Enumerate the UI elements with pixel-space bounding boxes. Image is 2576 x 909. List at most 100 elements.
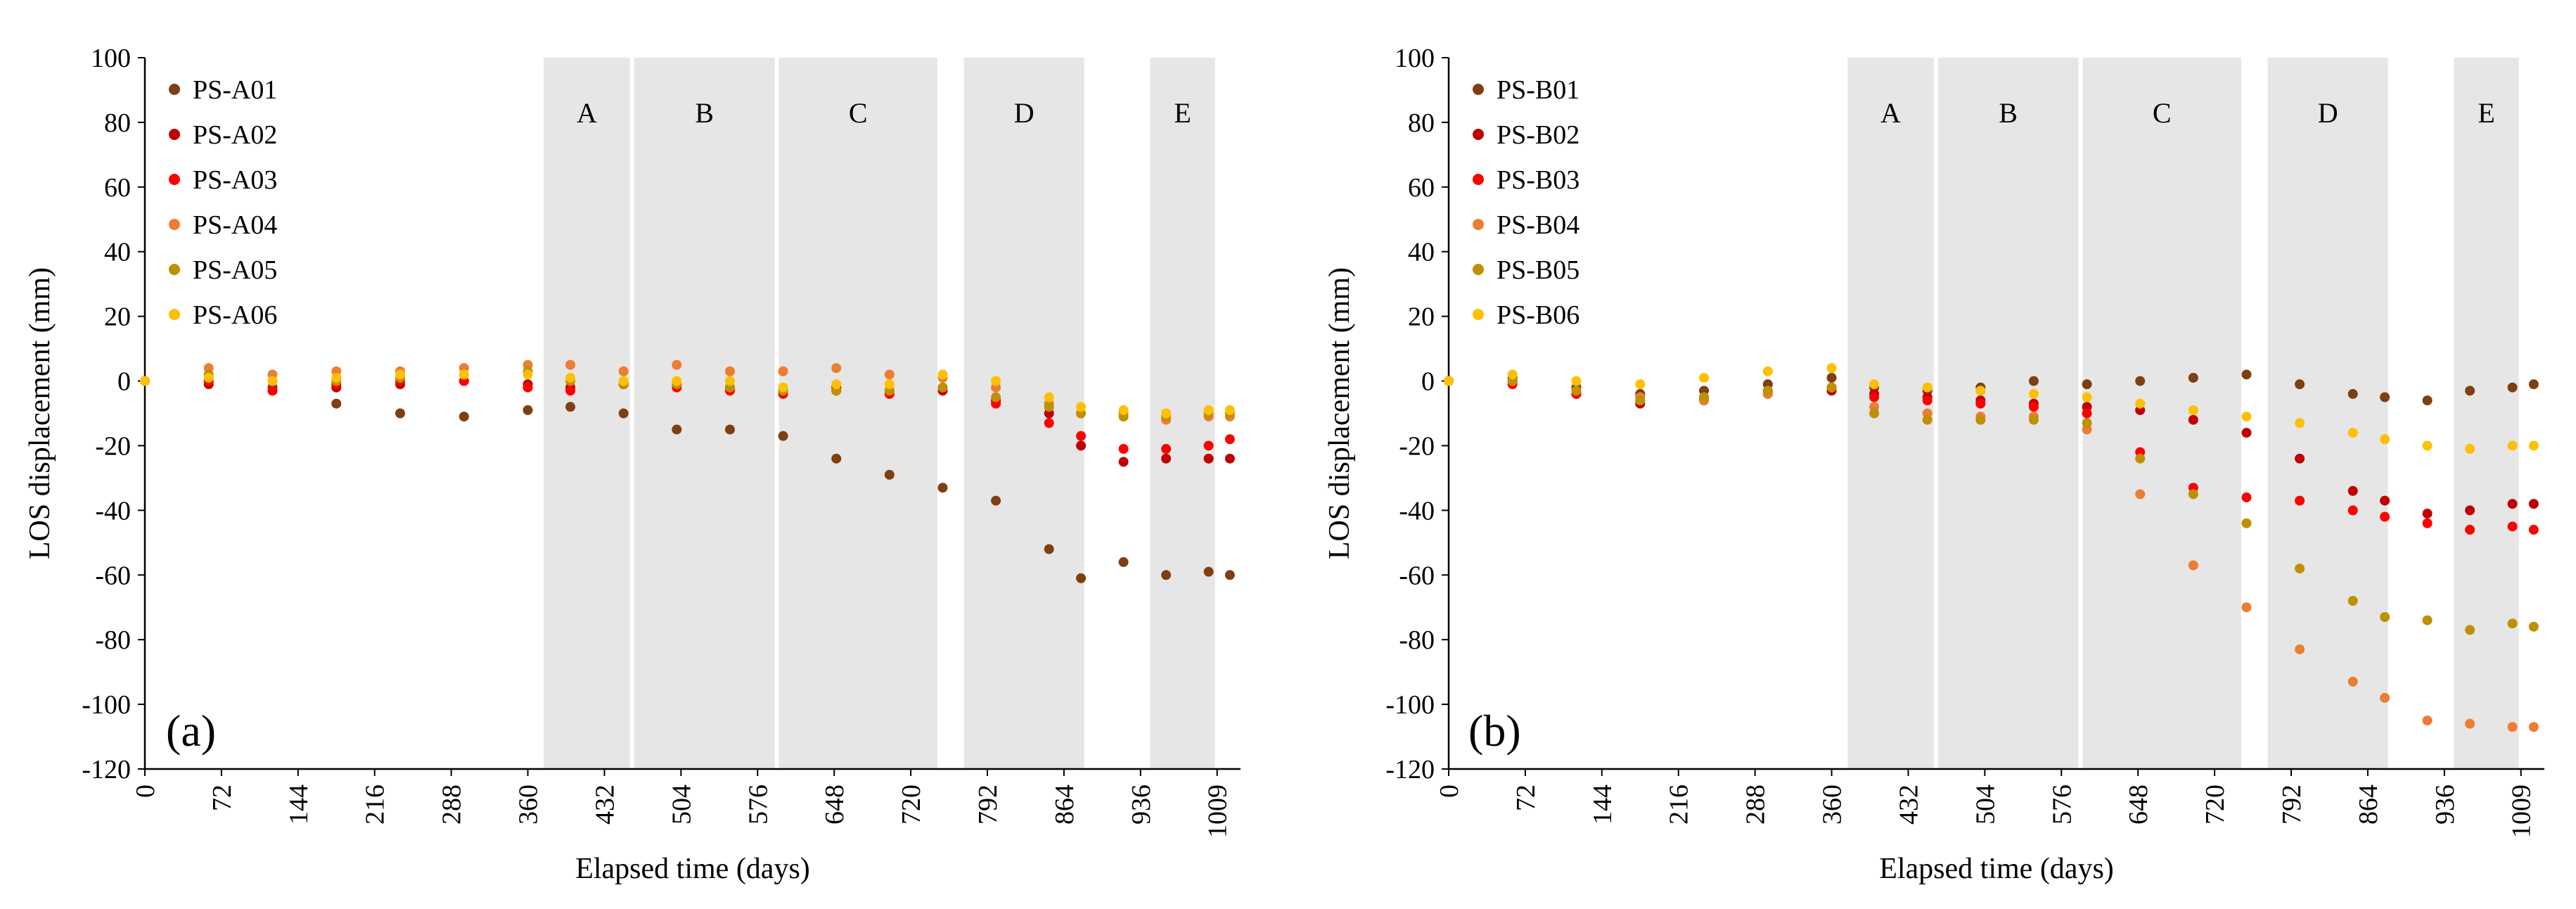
data-point (1762, 366, 1773, 376)
data-point (1161, 444, 1172, 454)
y-tick-label: 100 (1395, 44, 1435, 73)
data-point (2380, 612, 2390, 623)
data-point (2528, 379, 2539, 390)
data-point (2082, 418, 2092, 428)
x-tick-label: 648 (2124, 784, 2153, 825)
y-axis-title: LOS displacement (mm) (24, 267, 56, 559)
data-point (267, 386, 278, 396)
data-point (2465, 625, 2475, 635)
data-point (672, 424, 682, 435)
data-point (1869, 379, 1880, 390)
data-point (1118, 405, 1129, 415)
y-axis-title: LOS displacement (mm) (1324, 267, 1356, 559)
data-point (2422, 615, 2433, 625)
x-axis-title: Elapsed time (days) (575, 853, 810, 885)
data-point (1826, 372, 1837, 383)
x-tick-label: 1009 (1203, 784, 1233, 838)
data-point (2465, 718, 2475, 729)
legend-marker (169, 174, 180, 185)
data-point (2295, 644, 2305, 654)
x-tick-label: 504 (1971, 784, 2000, 825)
data-point (2188, 405, 2198, 415)
data-point (1869, 392, 1880, 402)
shaded-period-label: B (695, 97, 714, 129)
data-point (937, 382, 948, 393)
data-point (565, 372, 576, 383)
x-tick-label: 360 (1818, 784, 1847, 825)
data-point (2295, 564, 2305, 574)
data-point (1869, 408, 1880, 419)
data-point (1076, 402, 1087, 412)
data-point (2295, 495, 2305, 506)
data-point (140, 376, 150, 386)
data-point (2465, 444, 2475, 454)
data-point (2528, 499, 2539, 509)
data-point (1635, 395, 1646, 406)
x-tick-label: 720 (2200, 784, 2230, 825)
data-point (2347, 428, 2358, 438)
shaded-period-label: D (2318, 97, 2338, 129)
shaded-period-a (544, 58, 630, 769)
legend-marker (1473, 174, 1484, 185)
legend-label: PS-B01 (1497, 75, 1579, 105)
data-point (565, 386, 576, 396)
series-ps-a06 (140, 369, 1235, 419)
data-point (459, 369, 469, 380)
y-tick-label: -40 (95, 496, 131, 526)
data-point (2507, 382, 2518, 393)
data-point (331, 372, 342, 383)
legend-marker (1473, 264, 1484, 275)
data-point (2135, 376, 2146, 386)
legend-marker (169, 84, 180, 95)
data-point (565, 360, 576, 370)
data-point (2135, 489, 2146, 500)
y-tick-label: 80 (1408, 108, 1435, 138)
x-tick-label: 792 (2277, 784, 2307, 825)
data-point (2380, 692, 2390, 703)
data-point (2528, 621, 2539, 632)
data-point (831, 363, 842, 374)
data-point (1044, 392, 1054, 402)
data-point (1118, 457, 1129, 467)
data-point (1444, 376, 1454, 386)
data-point (1203, 405, 1214, 415)
data-point (1922, 382, 1933, 393)
x-tick-label: 936 (2430, 784, 2460, 825)
data-point (2380, 392, 2390, 402)
data-point (2507, 499, 2518, 509)
legend-marker (169, 264, 180, 275)
x-tick-label: 864 (1050, 784, 1079, 825)
legend-label: PS-B06 (1497, 300, 1579, 330)
legend-marker (1473, 129, 1484, 140)
x-tick-label: 432 (1894, 784, 1923, 825)
data-point (2347, 596, 2358, 606)
x-tick-label: 216 (1665, 784, 1694, 825)
shaded-period-c (2082, 58, 2241, 769)
x-tick-label: 432 (590, 784, 620, 825)
data-point (2422, 508, 2433, 519)
data-point (2188, 414, 2198, 425)
data-point (2188, 560, 2198, 571)
x-tick-label: 288 (437, 784, 467, 825)
data-point (1118, 444, 1129, 454)
data-point (2422, 395, 2433, 406)
data-point (1044, 418, 1054, 428)
legend-marker (1473, 84, 1484, 95)
data-point (2241, 428, 2252, 438)
data-point (331, 398, 342, 409)
data-point (778, 366, 788, 376)
data-point (1635, 379, 1646, 390)
data-point (884, 379, 895, 390)
data-point (2528, 722, 2539, 732)
data-point (618, 408, 629, 419)
data-point (884, 369, 895, 380)
x-tick-label: 864 (2354, 784, 2383, 825)
data-point (2241, 369, 2252, 380)
shaded-period-c (778, 58, 937, 769)
data-point (2028, 376, 2039, 386)
data-point (2347, 505, 2358, 516)
data-point (2465, 505, 2475, 516)
data-point (2082, 379, 2092, 390)
